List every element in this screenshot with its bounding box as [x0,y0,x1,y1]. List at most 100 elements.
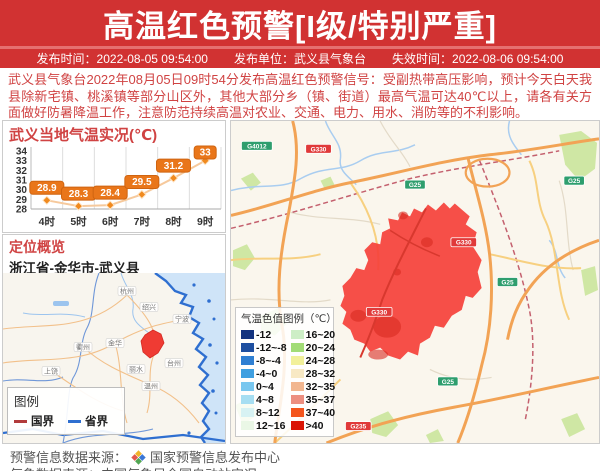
road-shield-label: G330 [311,146,327,153]
legend-line-swatch [14,419,27,423]
chart-y-tick: 31 [16,176,28,187]
expire-time-value: 2022-08-06 09:54:00 [452,52,564,66]
temp-legend-label: >40 [305,419,324,432]
chart-value-badge [156,158,191,173]
temperature-chart-panel: 武义当地气温实况(℃) 28 29 30 31 32 33 34 4时 5时 6时 7时 8时 9时 28… [2,120,226,233]
issue-unit: 发布单位：武义县气象台 [234,50,366,67]
temp-legend-item: 37~40 [290,406,336,419]
city-label: 温州 [144,382,158,391]
city-label: 金华 [108,339,122,348]
warning-area-map[interactable]: G4012 G330 G25 G330 G25 G330 G25 G235 G25 气温色值图例… [230,120,600,444]
temp-legend-swatch [290,356,304,365]
issue-unit-label: 发布单位： [233,52,294,66]
temp-legend-label: -8~-4 [256,354,281,367]
temp-legend-label: 37~40 [305,406,336,419]
temp-legend-item: 12~16 [241,419,287,432]
city-label-box [172,314,192,324]
road-shield [241,140,273,151]
page-title: 高温红色预警[I级/特别严重] [103,8,497,44]
temp-legend-label: 8~12 [256,406,280,419]
temp-legend-item: 24~28 [290,354,335,367]
road-shield [404,179,426,190]
temp-legend-swatch [241,330,254,339]
chart-line [46,159,206,208]
legend-line-label: 省界 [85,416,108,428]
mini-map-warning-region [140,329,165,359]
road-shield-label: G25 [568,178,581,185]
mini-legend-item: 省界 [68,413,108,429]
footer-line-2: 气象数据来源：中国气象局全国自动站实况 [10,466,590,471]
temp-legend-item: 28~32 [290,367,335,380]
mini-legend-items: 国界 省界 [14,413,118,429]
location-panel: 定位概览 浙江省-金华市-武义县 [2,234,226,444]
road-shield [345,421,372,431]
temp-legend-item: >40 [290,419,336,432]
chart-value-label: 28.9 [37,183,57,194]
chart-value-badge [193,145,217,160]
location-breadcrumb: 浙江省-金华市-武义县 [9,261,140,276]
map-railway-layer [231,150,560,420]
temp-legend-label: 20~24 [305,341,336,354]
temp-legend-swatch [290,382,304,391]
mini-map[interactable]: 杭州 绍兴 宁波 衢州 金华 丽水 台州 温州 上饶 图例 国界 省界 [3,272,225,443]
road-shield-label: G25 [501,279,514,286]
chart-value-label: 33 [200,148,212,159]
mini-legend-title: 图例 [14,395,40,409]
chart-marker [105,200,115,210]
temp-legend-label: -12 [256,328,272,341]
mini-legend-item: 国界 [14,413,54,429]
meta-bar: 发布时间：2022-08-05 09:54:00 发布单位：武义县气象台 失效时… [0,49,600,68]
road-shield [496,277,519,287]
legend-line-swatch [68,419,81,423]
warning-center-logo-icon [131,450,146,465]
temp-legend-item: 4~8 [241,393,287,406]
temp-legend-item: 20~24 [290,341,336,354]
road-shield-label: G25 [442,379,455,386]
temp-legend-swatch [241,369,254,378]
mini-map-rivers-layer [22,272,150,334]
city-label-box [117,286,137,296]
city-label-box [105,338,125,348]
warning-text: 武义县气象台2022年08月05日09时54分发布高温红色预警信号：受副热带高压… [8,72,592,120]
temp-legend-item: 35~37 [290,393,335,406]
expire-time-label: 失效时间： [392,52,453,66]
chart-title: 武义当地气温实况(℃) [9,127,158,144]
city-label-box [126,364,146,374]
issue-time: 发布时间：2022-08-05 09:54:00 [37,50,208,67]
temp-legend-item: 16~20 [290,328,335,341]
temp-legend-item: -4~0 [241,367,287,380]
road-shield-label: G25 [409,182,422,189]
city-label-box [164,358,184,368]
temp-legend-swatch [241,356,254,365]
city-label: 宁波 [175,315,189,324]
temp-legend-title: 气温色值图例（℃） [241,313,337,325]
temp-legend-item: 32~35 [290,380,336,393]
mini-map-legend: 图例 国界 省界 [7,387,125,435]
map-roads-in-region [359,208,441,358]
chart-y-tick: 29 [16,195,28,206]
temp-legend-swatch [290,343,304,352]
chart-marker [137,189,147,200]
road-shield [563,175,585,186]
location-title: 定位概览 [9,239,65,255]
map-warning-region [340,202,482,360]
chart-value-label: 28.3 [69,189,89,200]
chart-x-tick: 9时 [197,215,214,228]
footer-line-1: 预警信息数据来源： 国家预警信息发布中心 [10,449,590,466]
chart-value-badge [124,175,160,189]
map-rivers-layer [231,121,566,279]
road-shield [365,306,393,317]
logo-diamond [135,450,142,458]
issue-unit-value: 武义县气象台 [294,52,367,66]
chart-x-tick: 4时 [39,215,56,228]
logo-diamond [135,457,142,465]
temp-legend-swatch [290,369,304,378]
chart-x-tick: 6时 [102,215,119,228]
temp-legend-label: 32~35 [305,380,336,393]
chart-value-badge [92,185,128,200]
footer-weather-source: 气象数据来源：中国气象局全国自动站实况 [10,466,257,471]
city-label: 绍兴 [142,303,156,312]
temp-legend-swatch [241,343,254,352]
